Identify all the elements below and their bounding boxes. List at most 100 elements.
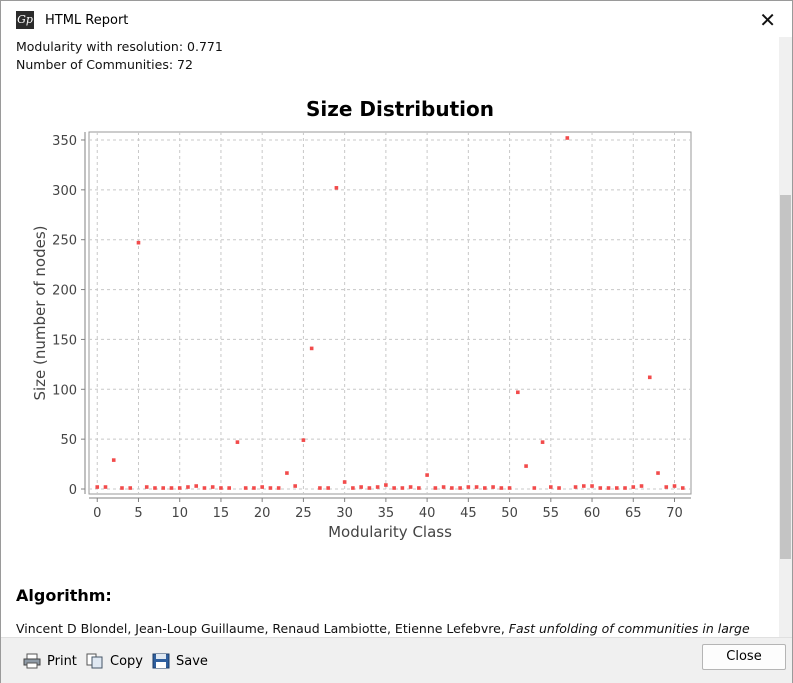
x-tick-label: 70 — [666, 506, 683, 521]
modularity-text: Modularity with resolution: 0.771 — [16, 39, 223, 54]
data-point — [177, 486, 182, 490]
data-point — [227, 486, 231, 490]
data-point — [466, 485, 471, 489]
data-point — [516, 390, 520, 395]
bottom-toolbar: Print Copy Save Close — [1, 637, 792, 683]
data-point — [95, 485, 100, 489]
close-button[interactable]: Close — [702, 644, 786, 670]
data-point — [614, 486, 619, 490]
y-tick-label: 0 — [69, 483, 77, 498]
data-point — [219, 486, 223, 490]
data-point — [202, 486, 207, 490]
data-point — [285, 471, 289, 475]
citation-title: Fast unfolding of communities in large — [508, 621, 750, 636]
algorithm-citation: Vincent D Blondel, Jean-Loup Guillaume, … — [16, 621, 750, 636]
close-icon[interactable]: ✕ — [759, 8, 776, 32]
data-point — [458, 486, 462, 490]
data-point — [532, 486, 537, 490]
x-tick-label: 45 — [460, 506, 477, 521]
data-point — [128, 486, 133, 490]
data-point — [499, 486, 504, 490]
data-point — [557, 486, 561, 490]
data-point — [450, 486, 454, 490]
y-tick-label: 200 — [52, 284, 77, 299]
print-button[interactable]: Print — [23, 651, 77, 671]
data-point — [507, 486, 512, 490]
window-title: HTML Report — [45, 13, 129, 28]
x-tick-label: 40 — [419, 506, 436, 521]
data-point — [334, 186, 339, 190]
y-tick-label: 150 — [52, 333, 77, 348]
data-point — [631, 485, 636, 489]
x-tick-label: 25 — [295, 506, 312, 521]
chart-title: Size Distribution — [306, 97, 494, 121]
printer-icon — [23, 653, 41, 669]
x-tick-label: 0 — [93, 506, 101, 521]
data-point — [301, 438, 306, 442]
data-point — [136, 240, 141, 245]
copy-button[interactable]: Copy — [86, 651, 143, 671]
data-point — [408, 485, 413, 489]
citation-authors: Vincent D Blondel, Jean-Loup Guillaume, … — [16, 621, 509, 636]
x-tick-label: 60 — [584, 506, 601, 521]
y-tick-label: 350 — [52, 134, 77, 149]
data-point — [260, 485, 264, 489]
data-point — [351, 486, 355, 490]
data-point — [491, 485, 495, 489]
data-point — [375, 485, 380, 489]
data-point — [623, 486, 627, 490]
save-label: Save — [176, 653, 208, 669]
x-tick-label: 5 — [134, 506, 142, 521]
data-point — [417, 486, 421, 490]
copy-icon — [86, 653, 103, 669]
data-point — [293, 484, 297, 488]
data-point — [169, 486, 174, 490]
x-tick-label: 10 — [171, 506, 188, 521]
copy-label: Copy — [110, 653, 143, 669]
report-content: Modularity with resolution: 0.771 Number… — [1, 37, 779, 637]
data-point — [400, 486, 405, 490]
data-point — [318, 486, 322, 490]
size-distribution-chart: 0 5 10 15 20 25 30 35 40 45 50 55 60 65 70 0 50 100 150 200… — [16, 92, 704, 549]
data-point — [590, 484, 594, 488]
communities-text: Number of Communities: 72 — [16, 57, 193, 72]
data-point — [268, 486, 273, 490]
data-point — [210, 485, 215, 489]
data-point — [639, 484, 644, 488]
x-tick-label: 55 — [543, 506, 560, 521]
data-point — [680, 486, 685, 490]
data-point — [153, 486, 157, 490]
x-tick-label: 35 — [378, 506, 395, 521]
data-point — [441, 485, 446, 489]
data-point — [672, 484, 677, 488]
data-point — [549, 485, 553, 489]
x-tick-label: 20 — [254, 506, 271, 521]
data-point — [103, 485, 108, 489]
y-axis-label: Size (number of nodes) — [31, 225, 49, 400]
data-point — [161, 486, 166, 490]
save-button[interactable]: Save — [152, 651, 208, 671]
chart-svg: 0 5 10 15 20 25 30 35 40 45 50 55 60 65 70 0 50 100 150 200… — [31, 97, 692, 541]
data-point — [359, 485, 363, 489]
data-point — [342, 480, 347, 484]
y-tick-label: 50 — [60, 433, 77, 448]
y-tick-label: 300 — [52, 184, 77, 199]
x-tick-label: 50 — [501, 506, 518, 521]
data-point — [565, 136, 570, 140]
data-point — [433, 486, 438, 490]
data-point — [144, 485, 149, 489]
data-point — [309, 346, 314, 351]
scrollbar-thumb[interactable] — [780, 195, 791, 559]
title-bar: Gp HTML Report ✕ — [1, 1, 792, 37]
data-point — [384, 483, 388, 487]
data-point — [243, 486, 248, 490]
data-point — [392, 486, 396, 490]
x-axis-label: Modularity Class — [328, 523, 452, 541]
data-point — [120, 486, 124, 490]
data-point — [524, 464, 528, 468]
data-point — [425, 473, 429, 477]
x-tick-label: 65 — [625, 506, 642, 521]
data-point — [194, 484, 199, 488]
floppy-disk-icon — [152, 653, 170, 669]
data-point — [573, 485, 578, 489]
